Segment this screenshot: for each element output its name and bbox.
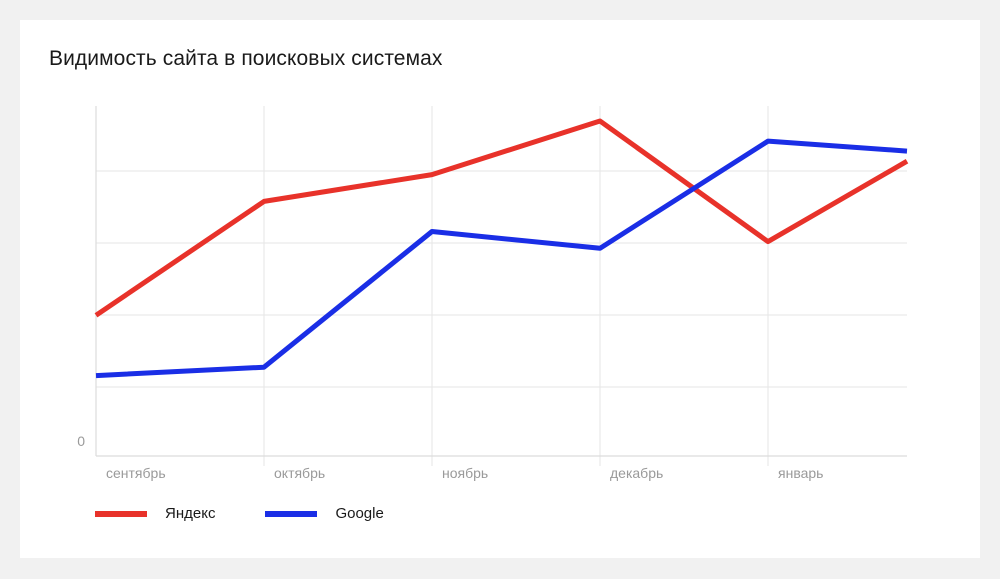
legend-item: Google: [265, 505, 384, 522]
x-tick-label: сентябрь: [106, 465, 166, 481]
x-tick-label: декабрь: [610, 465, 663, 481]
grid: [96, 106, 907, 466]
chart-title: Видимость сайта в поисковых системах: [49, 47, 443, 70]
legend-label: Google: [335, 505, 384, 522]
series-line-yandex: [94, 118, 909, 318]
tick-labels: сентябрь октябрь ноябрь декабрь январь 0: [77, 433, 823, 481]
series-line-google: [95, 138, 908, 379]
x-tick-label: ноябрь: [442, 465, 488, 481]
legend-label: Яндекс: [165, 505, 216, 522]
series-lines: [94, 118, 909, 379]
legend: Яндекс Google: [95, 505, 434, 522]
line-chart: сентябрь октябрь ноябрь декабрь январь 0: [77, 106, 909, 481]
legend-item: Яндекс: [95, 505, 215, 522]
y-tick-label: 0: [77, 433, 85, 449]
x-tick-label: октябрь: [274, 465, 325, 481]
x-tick-label: январь: [778, 465, 823, 481]
legend-swatch: [95, 510, 147, 517]
legend-swatch: [265, 510, 318, 517]
axes: [95, 106, 907, 457]
chart-card: Видимость сайта в поисковых системах сен…: [20, 20, 980, 558]
